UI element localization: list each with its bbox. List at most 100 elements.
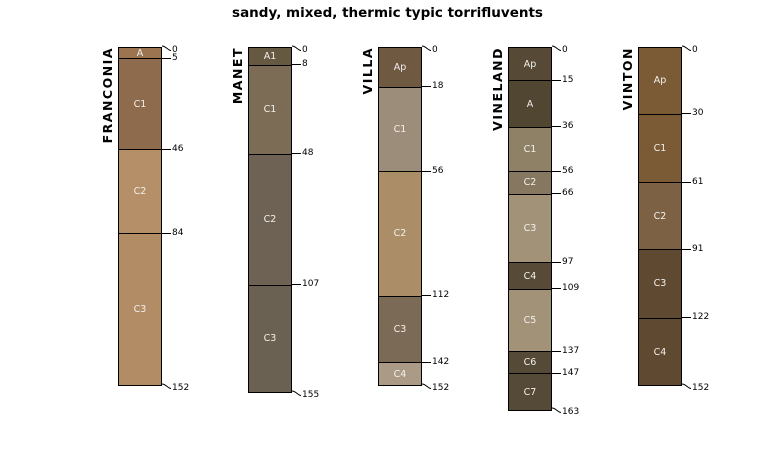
- depth-tick: 56: [552, 166, 573, 177]
- profile-id-villa: VILLA: [360, 47, 375, 95]
- depth-label: 107: [302, 279, 320, 290]
- depth-tick: 0: [552, 45, 568, 56]
- depth-tick: 0: [162, 45, 178, 56]
- depth-label: 147: [562, 367, 580, 378]
- depth-tick: 152: [422, 383, 449, 394]
- horizon-vineland-c4: C4: [509, 263, 551, 290]
- horizon-label: C3: [133, 304, 147, 316]
- horizon-label: C3: [393, 323, 407, 335]
- horizon-franconia-c1: C1: [119, 59, 161, 151]
- horizon-vineland-c2: C2: [509, 172, 551, 195]
- depth-tick-line: [292, 284, 301, 286]
- profile-bar-franconia: A C1 C2 C3: [118, 47, 162, 387]
- depth-tick: 61: [682, 177, 703, 188]
- depth-label: 15: [562, 74, 574, 85]
- depth-tick-line: [552, 372, 561, 374]
- depth-tick-line: [162, 148, 171, 150]
- profile-bar-vinton: Ap C1 C2 C3 C4: [638, 47, 682, 387]
- horizon-label: A: [526, 98, 534, 110]
- depth-tick: 15: [552, 75, 573, 86]
- depth-tick: 142: [422, 357, 449, 368]
- depth-label: 0: [172, 45, 178, 55]
- depth-label: 5: [172, 52, 178, 63]
- horizon-vineland-c7: C7: [509, 374, 551, 410]
- depth-label: 152: [692, 382, 710, 393]
- horizon-vinton-c3: C3: [639, 250, 681, 319]
- depth-tick: 147: [552, 368, 579, 379]
- horizon-villa-c1: C1: [379, 87, 421, 173]
- horizon-manet-c2: C2: [249, 154, 291, 286]
- depth-tick: 0: [682, 45, 698, 56]
- depth-label: 142: [432, 356, 450, 367]
- horizon-franconia-a: A: [119, 47, 161, 60]
- depth-label: 0: [302, 45, 308, 55]
- horizon-label: C2: [653, 210, 667, 222]
- depth-tick: 112: [422, 290, 449, 301]
- depth-tick-line: [552, 45, 561, 51]
- depth-label: 61: [692, 176, 704, 187]
- depth-tick-line: [292, 64, 301, 66]
- horizon-vinton-c1: C1: [639, 114, 681, 184]
- depth-tick: 56: [422, 166, 443, 177]
- horizon-label: C2: [133, 186, 147, 198]
- depth-label: 137: [562, 345, 580, 356]
- horizon-label: C1: [653, 143, 667, 154]
- depth-label: 109: [562, 283, 580, 294]
- horizon-label: C3: [263, 333, 277, 345]
- depth-label: 84: [172, 227, 184, 238]
- depth-tick: 66: [552, 188, 573, 199]
- depth-label: 112: [432, 290, 450, 301]
- horizon-label: C7: [523, 386, 537, 398]
- depth-tick: 30: [682, 108, 703, 119]
- horizon-manet-a1: A1: [249, 48, 291, 66]
- depth-label: 56: [432, 165, 444, 176]
- profile-id-manet: MANET: [230, 47, 245, 105]
- depth-label: 0: [562, 45, 568, 55]
- depth-tick: 155: [292, 390, 319, 401]
- depth-tick: 122: [682, 312, 709, 323]
- chart-title: sandy, mixed, thermic typic torrifluvent…: [232, 5, 543, 21]
- depth-tick-line: [552, 126, 561, 128]
- horizon-villa-ap: Ap: [379, 48, 421, 88]
- depth-tick-line: [552, 288, 561, 290]
- horizon-label: C2: [263, 214, 277, 226]
- profile-bar-vineland: Ap A C1 C2 C3 C4 C5 C6 C7: [508, 47, 552, 411]
- horizon-label: C1: [523, 144, 537, 156]
- horizon-label: C2: [393, 228, 407, 240]
- depth-label: 46: [172, 143, 184, 154]
- depth-label: 48: [302, 148, 314, 159]
- depth-tick-line: [682, 45, 691, 51]
- depth-tick: 152: [682, 383, 709, 394]
- depth-tick: 152: [162, 383, 189, 394]
- depth-tick-line: [162, 383, 171, 389]
- depth-label: 0: [432, 45, 438, 55]
- depth-label: 122: [692, 312, 710, 323]
- horizon-label: C4: [393, 368, 407, 380]
- depth-tick-line: [162, 45, 171, 51]
- horizon-vinton-c4: C4: [639, 318, 681, 386]
- horizon-label: A: [136, 47, 144, 59]
- depth-label: 8: [302, 59, 308, 70]
- depth-tick-line: [292, 45, 301, 51]
- depth-tick-line: [552, 170, 561, 172]
- depth-label: 18: [432, 81, 444, 92]
- horizon-manet-c3: C3: [249, 285, 291, 393]
- horizon-label: A1: [263, 50, 277, 62]
- horizon-label: C4: [523, 270, 537, 282]
- depth-tick: 163: [552, 407, 579, 418]
- horizon-label: C3: [523, 222, 537, 234]
- depth-label: 163: [562, 407, 580, 418]
- depth-tick: 48: [292, 148, 313, 159]
- depth-tick-line: [422, 170, 431, 172]
- depth-tick: 97: [552, 257, 573, 268]
- depth-tick-line: [422, 383, 431, 389]
- horizon-manet-c1: C1: [249, 65, 291, 155]
- depth-tick: 137: [552, 346, 579, 357]
- depth-tick: 0: [422, 45, 438, 56]
- depth-tick-line: [292, 153, 301, 155]
- horizon-label: C4: [653, 346, 667, 358]
- horizon-label: C2: [523, 177, 537, 189]
- depth-tick-line: [552, 407, 561, 414]
- horizon-vineland-c6: C6: [509, 352, 551, 375]
